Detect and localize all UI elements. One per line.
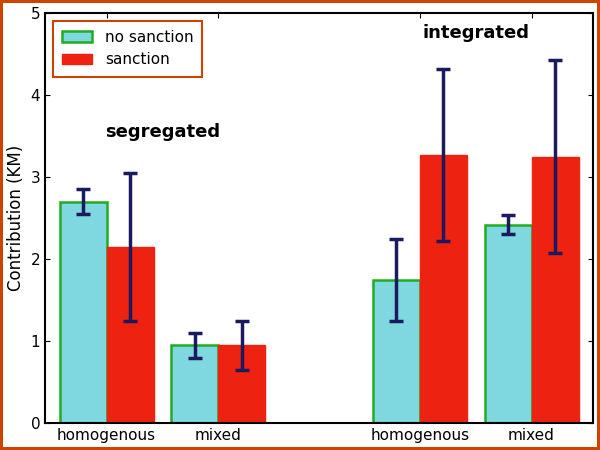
Bar	[532, 157, 578, 423]
Bar	[218, 345, 265, 423]
Bar	[107, 247, 154, 423]
Bar	[172, 345, 218, 423]
Text: integrated: integrated	[422, 24, 529, 42]
Y-axis label: Contribution (KM): Contribution (KM)	[7, 145, 25, 291]
Bar	[485, 225, 532, 423]
Bar	[420, 155, 467, 423]
Text: segregated: segregated	[105, 123, 220, 141]
Bar	[373, 279, 420, 423]
Legend: no sanction, sanction: no sanction, sanction	[53, 21, 202, 76]
Bar	[59, 202, 107, 423]
